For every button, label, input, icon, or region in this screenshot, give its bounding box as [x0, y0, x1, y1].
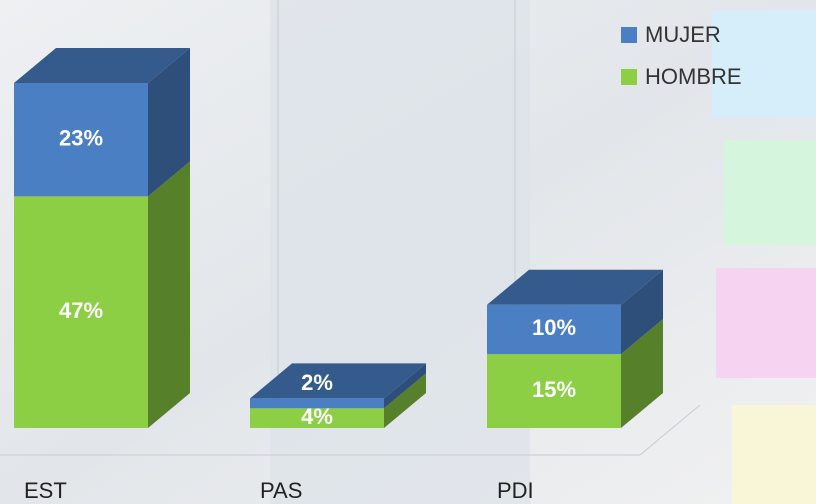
sticky-note: [716, 268, 816, 378]
chart: 47%23%4%2%15%10%ESTPASPDIMUJERHOMBRE: [0, 0, 816, 504]
value-label: 23%: [59, 125, 103, 150]
bar-side: [148, 161, 190, 428]
legend-swatch: [621, 27, 637, 43]
bar: [250, 398, 384, 408]
sticky-note: [732, 405, 816, 504]
x-tick-label: EST: [24, 478, 67, 503]
x-tick-label: PAS: [260, 478, 302, 503]
sticky-note: [724, 140, 816, 245]
legend-label: MUJER: [645, 22, 721, 47]
legend-swatch: [621, 69, 637, 85]
value-label: 10%: [532, 315, 576, 340]
value-label: 47%: [59, 298, 103, 323]
value-label: 15%: [532, 377, 576, 402]
x-tick-label: PDI: [497, 478, 534, 503]
legend-label: HOMBRE: [645, 64, 742, 89]
value-label: 2%: [301, 370, 333, 395]
